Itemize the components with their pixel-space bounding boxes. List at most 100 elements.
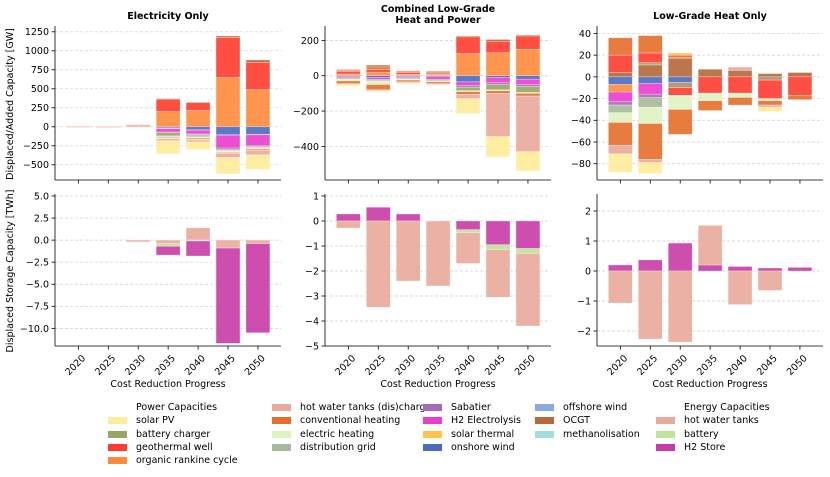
x-tick-label: 2035 [695,353,720,378]
y-axis-label: Displaced Storage Capacity [TWh] [5,190,16,353]
bar-segment [185,102,211,111]
bar-segment [608,144,633,155]
x-tick-label: 2025 [93,353,118,378]
legend-label: Power Capacities [136,402,218,413]
bar-segment [638,52,663,64]
bar-segment [455,75,481,83]
y-tick-label: −2.5 [26,258,49,269]
bar-segment [485,93,511,137]
y-tick-label: 1 [313,191,319,202]
bar-segment [215,35,241,38]
bar-segment [185,129,211,135]
bar-segment [515,248,541,254]
legend-swatch [656,404,675,411]
bar-segment [395,213,421,222]
bar-segment [366,80,391,85]
bar-segment [638,83,663,95]
legend-swatch [108,404,127,411]
bar-segment [455,81,481,86]
legend-label: battery charger [136,428,211,440]
y-tick-label: −1 [305,241,319,252]
bar-segment [366,66,391,70]
legend-item: H2 Store [656,441,770,454]
bar-segment [515,151,541,172]
legend-item: methanolisation [535,428,640,441]
bar-segment [96,126,121,128]
x-tick-label: 2045 [483,353,508,378]
legend-label: battery [684,428,719,440]
bar-segment [155,137,181,140]
y-tick-label: 2.5 [34,213,49,224]
y-tick-label: −80 [571,159,591,170]
bar-segment [66,126,91,128]
legend-item: electric heating [272,428,435,441]
y-tick-label: −2 [577,326,591,337]
bar-segment [667,87,693,96]
bar-segment [787,76,813,96]
bar-segment [155,245,181,256]
y-tick-label: −5.0 [26,280,49,291]
legend-swatch [423,430,442,438]
bar-segment [757,270,783,291]
bar-segment [185,240,211,257]
y-tick-label: −40 [571,116,591,127]
x-tick-label: 2050 [513,353,538,378]
y-tick-label: 200 [301,36,319,47]
y-tick-label: 0.0 [34,236,49,247]
bar-segment [667,95,693,110]
bar-segment [638,159,663,163]
x-tick-label: 2040 [453,353,478,378]
legend-item: hot water tanks (dis)charger [272,401,435,414]
y-tick-label: 1 [585,236,591,247]
bar-segment [455,36,481,54]
legend-swatch [272,404,291,412]
bar-segment [638,270,663,340]
bar-segment [608,91,633,103]
bar-segment [215,134,241,149]
legend-header: Energy Capacities [656,401,770,414]
bar-segment [485,220,511,246]
bar-segment [608,54,633,73]
bar-segment [485,77,511,84]
legend-swatch [535,430,554,438]
bar-segment [395,82,421,84]
legend-swatch [272,417,291,425]
bar-segment [608,112,633,123]
legend-header: Power Capacities [108,401,238,414]
bar-segment [155,132,181,137]
chart-title: Heat and Power [395,15,481,26]
bar-segment [485,84,511,91]
legend-label: conventional heating [300,415,401,427]
bar-segment [455,86,481,92]
bar-segment [215,77,241,128]
bar-segment [155,140,181,155]
y-tick-label: −4 [305,316,319,327]
legend-item: geothermal well [108,441,238,454]
bar-segment [787,267,813,272]
bar-segment [155,243,181,247]
y-tick-label: −5 [305,341,319,352]
legend-item: onshore wind [423,441,521,454]
x-tick-label: 2050 [785,353,810,378]
bar-segment [515,86,541,93]
bar-segment [608,270,633,304]
legend-column: Power Capacities solar PV battery charger g… [108,401,238,467]
bar-segment [125,124,151,126]
legend-column: Energy Capacities hot water tanks battery H… [656,401,770,454]
bar-segment [336,220,361,229]
bar-segment [366,84,391,91]
bar-segment [515,95,541,153]
bar-segment [336,69,361,71]
bar-segment [425,71,451,73]
legend-item: hot water tanks [656,414,770,427]
x-tick-label: 2020 [605,353,630,378]
bar-segment [608,101,633,106]
bar-segment [638,35,663,54]
bar-segment [185,227,211,241]
y-tick-label: −1 [577,296,591,307]
bar-segment [697,92,723,102]
bar-segment [215,151,241,154]
bar-segment [485,136,511,158]
bar-segment [608,264,633,272]
y-tick-label: −20 [571,94,591,105]
